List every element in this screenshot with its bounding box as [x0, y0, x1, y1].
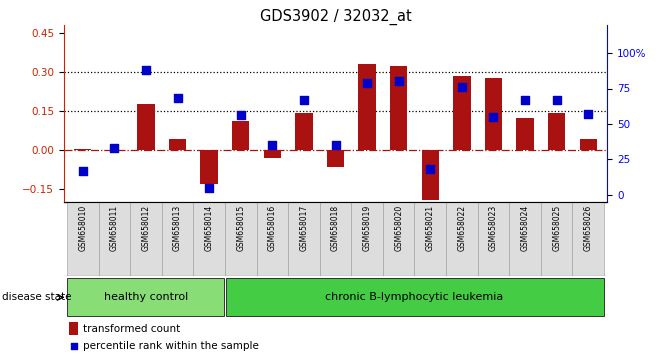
Bar: [415, 202, 446, 276]
Bar: [327, 150, 344, 167]
Bar: [453, 75, 470, 150]
Point: [488, 114, 499, 120]
Point: [456, 84, 467, 90]
Bar: [232, 121, 250, 150]
Point: [299, 97, 309, 103]
Bar: [74, 149, 91, 150]
Bar: [193, 202, 225, 276]
Bar: [548, 113, 566, 150]
Point: [362, 80, 372, 86]
Point: [77, 168, 88, 173]
Bar: [67, 202, 99, 276]
Bar: [288, 202, 319, 276]
Text: GSM658015: GSM658015: [236, 205, 245, 251]
Bar: [358, 64, 376, 150]
Text: GSM658010: GSM658010: [79, 205, 87, 251]
Bar: [295, 113, 313, 150]
Bar: [201, 150, 218, 184]
Bar: [225, 202, 256, 276]
Bar: [517, 119, 534, 150]
Text: GSM658023: GSM658023: [489, 205, 498, 251]
Text: GSM658019: GSM658019: [362, 205, 372, 251]
Point: [172, 96, 183, 101]
Point: [419, 263, 430, 268]
Bar: [421, 150, 439, 200]
Text: GSM658025: GSM658025: [552, 205, 561, 251]
Bar: [169, 139, 186, 150]
Text: GSM658012: GSM658012: [142, 205, 150, 251]
Bar: [485, 78, 502, 150]
Point: [109, 145, 119, 151]
Point: [140, 67, 151, 73]
Bar: [162, 202, 193, 276]
Point: [583, 111, 594, 117]
Text: healthy control: healthy control: [104, 292, 188, 302]
Text: GSM658018: GSM658018: [331, 205, 340, 251]
Bar: [478, 202, 509, 276]
Text: GSM658026: GSM658026: [584, 205, 592, 251]
Text: disease state: disease state: [2, 292, 72, 302]
Text: percentile rank within the sample: percentile rank within the sample: [83, 341, 258, 351]
Bar: [352, 202, 383, 276]
Text: GSM658020: GSM658020: [394, 205, 403, 251]
Text: GSM658013: GSM658013: [173, 205, 182, 251]
Text: GSM658011: GSM658011: [110, 205, 119, 251]
Bar: [541, 202, 572, 276]
Point: [393, 79, 404, 84]
Bar: [264, 150, 281, 158]
Text: GDS3902 / 32032_at: GDS3902 / 32032_at: [260, 9, 411, 25]
Bar: [67, 278, 224, 316]
Bar: [137, 104, 154, 150]
Text: GSM658022: GSM658022: [458, 205, 466, 251]
Point: [267, 142, 278, 148]
Text: GSM658016: GSM658016: [268, 205, 277, 251]
Bar: [130, 202, 162, 276]
Point: [236, 113, 246, 118]
Bar: [225, 278, 604, 316]
Text: GSM658024: GSM658024: [521, 205, 529, 251]
Bar: [69, 322, 78, 335]
Point: [520, 97, 531, 103]
Point: [425, 166, 435, 172]
Bar: [572, 202, 604, 276]
Bar: [99, 202, 130, 276]
Text: GSM658014: GSM658014: [205, 205, 213, 251]
Text: transformed count: transformed count: [83, 324, 180, 333]
Bar: [509, 202, 541, 276]
Bar: [390, 67, 407, 150]
Point: [552, 97, 562, 103]
Point: [204, 185, 215, 190]
Text: GSM658017: GSM658017: [299, 205, 309, 251]
Bar: [580, 139, 597, 150]
Text: chronic B-lymphocytic leukemia: chronic B-lymphocytic leukemia: [325, 292, 504, 302]
Bar: [256, 202, 288, 276]
Point: [330, 142, 341, 148]
Bar: [383, 202, 415, 276]
Bar: [446, 202, 478, 276]
Bar: [319, 202, 352, 276]
Text: GSM658021: GSM658021: [426, 205, 435, 251]
